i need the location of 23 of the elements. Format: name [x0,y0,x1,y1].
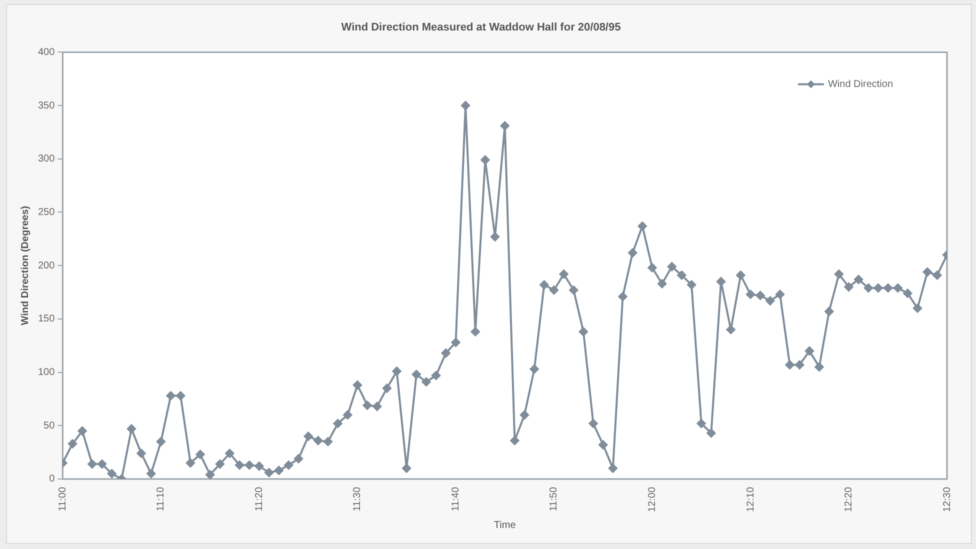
chart-title: Wind Direction Measured at Waddow Hall for 20/08/95 [341,22,621,34]
x-tick-label: 12:00 [646,486,658,512]
y-tick-label: 100 [38,367,56,378]
x-tick-label: 11:10 [156,486,167,512]
y-tick-label: 250 [38,206,56,218]
x-tick-label: 11:50 [548,486,560,512]
x-tick-label: 12:20 [843,486,854,512]
y-axis-title: Wind Direction (Degrees) [20,206,31,326]
x-tick-label: 11:20 [254,486,265,512]
x-tick-label: 11:00 [57,486,68,512]
x-tick-label: 12:30 [942,486,953,512]
y-tick-label: 400 [38,46,56,58]
y-tick-label: 50 [44,420,56,432]
x-tick-label: 11:40 [450,486,462,512]
y-tick-label: 150 [38,314,56,325]
x-axis-title: Time [494,520,516,531]
x-tick-label: 12:10 [745,486,756,512]
y-tick-label: 200 [38,260,56,272]
y-tick-label: 350 [38,100,56,112]
x-tick-label: 11:30 [352,486,364,512]
legend-label: Wind Direction [828,78,894,90]
y-tick-label: 300 [38,154,56,165]
y-tick-label: 0 [49,474,56,485]
